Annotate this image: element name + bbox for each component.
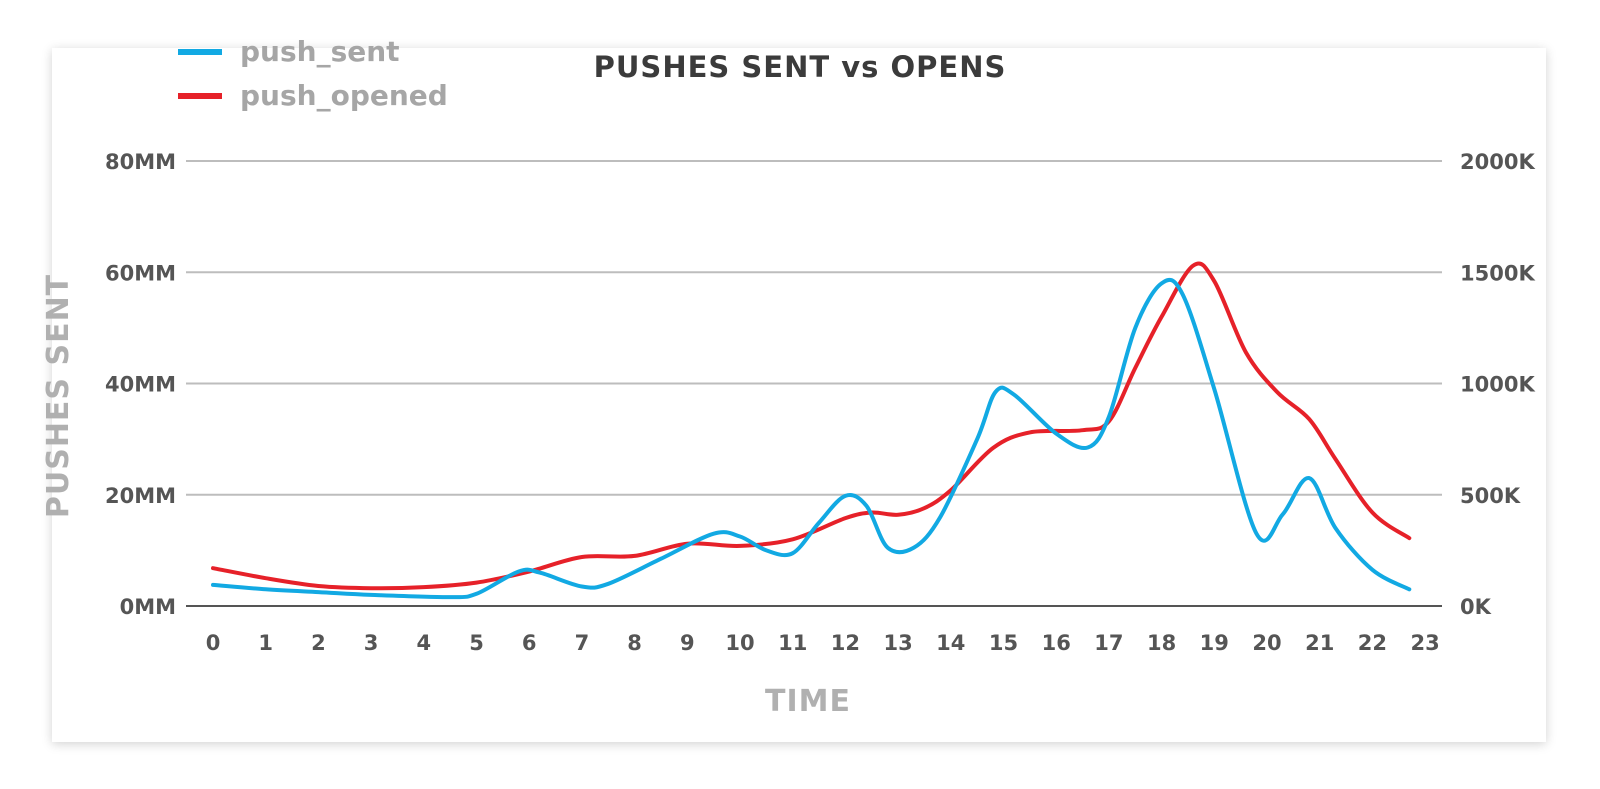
y-left-tick-label: 60MM bbox=[105, 261, 176, 285]
y-right-tick-label: 1500K bbox=[1460, 261, 1535, 285]
y-right-tick-label: 1000K bbox=[1460, 373, 1535, 397]
x-tick-label: 13 bbox=[883, 631, 912, 655]
x-tick-label: 19 bbox=[1200, 631, 1229, 655]
x-tick-label: 23 bbox=[1410, 631, 1439, 655]
x-axis-label: TIME bbox=[765, 684, 851, 719]
x-tick-label: 14 bbox=[936, 631, 965, 655]
x-tick-label: 20 bbox=[1252, 631, 1281, 655]
x-tick-label: 11 bbox=[778, 631, 807, 655]
x-tick-label: 0 bbox=[206, 631, 221, 655]
y-right-tick-label: 0K bbox=[1460, 595, 1492, 619]
chart-card bbox=[52, 48, 1546, 742]
x-tick-label: 17 bbox=[1094, 631, 1123, 655]
x-tick-label: 5 bbox=[469, 631, 484, 655]
tick-labels: 0MM 20MM 40MM 60MM 80MM 0K 500K 1000K 1500K 2000K… bbox=[105, 150, 1535, 655]
x-tick-label: 1 bbox=[258, 631, 273, 655]
y-left-tick-label: 40MM bbox=[105, 373, 176, 397]
x-tick-label: 16 bbox=[1042, 631, 1071, 655]
legend-label-push-opened: push_opened bbox=[240, 79, 448, 112]
x-tick-label: 4 bbox=[416, 631, 431, 655]
x-tick-label: 3 bbox=[364, 631, 379, 655]
series-layer bbox=[211, 261, 1412, 600]
series-line-push-sent bbox=[211, 277, 1412, 600]
y-left-tick-label: 20MM bbox=[105, 484, 176, 508]
x-tick-label: 7 bbox=[575, 631, 590, 655]
x-tick-label: 8 bbox=[627, 631, 642, 655]
y-left-tick-label: 0MM bbox=[120, 595, 176, 619]
x-tick-label: 21 bbox=[1305, 631, 1334, 655]
x-tick-label: 22 bbox=[1358, 631, 1387, 655]
x-tick-label: 6 bbox=[522, 631, 537, 655]
x-tick-label: 18 bbox=[1147, 631, 1176, 655]
x-tick-label: 15 bbox=[989, 631, 1018, 655]
x-tick-label: 2 bbox=[311, 631, 326, 655]
x-tick-label: 12 bbox=[831, 631, 860, 655]
series-line-push-opened bbox=[211, 261, 1412, 591]
chart-title: PUSHES SENT vs OPENS bbox=[594, 50, 1007, 84]
y-right-tick-label: 2000K bbox=[1460, 150, 1535, 174]
x-tick-label: 10 bbox=[725, 631, 754, 655]
x-tick-label: 9 bbox=[680, 631, 695, 655]
legend: push_sent push_opened bbox=[178, 35, 448, 112]
legend-label-push-sent: push_sent bbox=[240, 35, 400, 68]
y-axis-label: PUSHES SENT bbox=[41, 274, 76, 518]
y-left-tick-label: 80MM bbox=[105, 150, 176, 174]
y-right-tick-label: 500K bbox=[1460, 484, 1521, 508]
gridlines bbox=[186, 160, 1442, 607]
